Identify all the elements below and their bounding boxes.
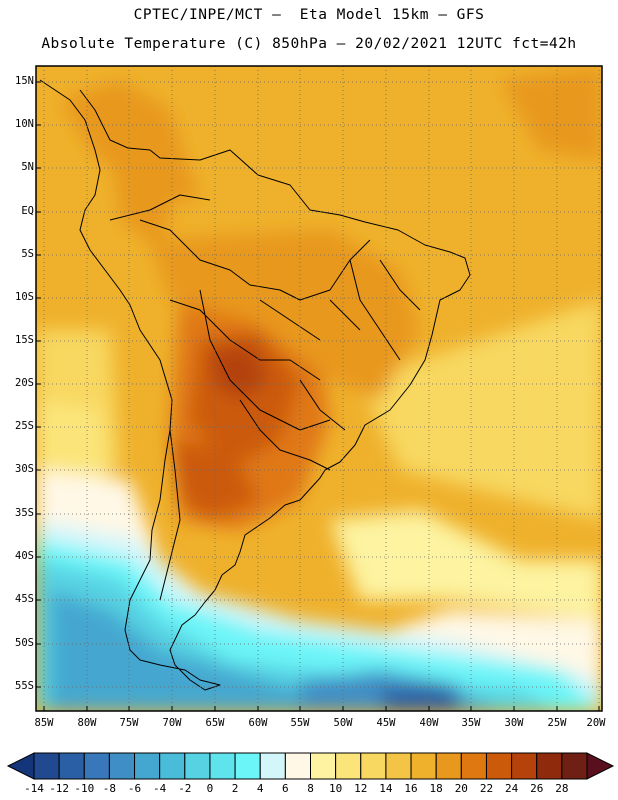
lon-label: 20W — [586, 717, 606, 729]
lon-label: 40W — [419, 717, 439, 729]
colorbar-swatch — [108, 752, 136, 780]
lat-label: 30S — [15, 463, 34, 475]
colorbar-label: 22 — [479, 782, 494, 795]
lat-label: 15S — [15, 334, 34, 346]
colorbar-label: -8 — [102, 782, 117, 795]
colorbar-label: -2 — [178, 782, 192, 795]
colorbar-label: 12 — [354, 782, 368, 795]
colorbar-swatch — [485, 752, 513, 780]
axis-ticks — [36, 81, 600, 711]
lat-label: 45S — [15, 593, 34, 605]
colorbar-swatch — [234, 752, 261, 780]
triangle-right-icon — [586, 752, 615, 780]
lat-label: 50S — [15, 637, 34, 649]
colorbar-swatch — [360, 752, 387, 780]
lon-label: 70W — [162, 717, 182, 729]
lon-label: 55W — [290, 717, 310, 729]
colorbar-label: -14 — [24, 782, 44, 795]
colorbar-label: 4 — [256, 782, 264, 795]
lat-label: 10N — [15, 118, 34, 130]
temperature-field — [36, 66, 602, 711]
coastlines — [39, 79, 471, 691]
colorbar-swatch — [536, 752, 563, 780]
colorbar-label: 16 — [404, 782, 418, 795]
lat-label: 20S — [15, 377, 34, 389]
lon-label: 80W — [77, 717, 97, 729]
chart-title: CPTEC/INPE/MCT – Eta Model 15km – GFS — [133, 7, 485, 23]
lat-label: 40S — [15, 550, 34, 562]
colorbar-label: 24 — [504, 782, 519, 795]
colorbar-label: 14 — [379, 782, 393, 795]
colorbar-swatch — [58, 752, 85, 780]
colorbar-label: -6 — [127, 782, 142, 795]
lat-label: 5N — [21, 161, 34, 173]
colorbar — [33, 752, 588, 780]
colorbar-swatch — [33, 752, 60, 780]
lon-label: 30W — [504, 717, 524, 729]
colorbar-label: 18 — [429, 782, 443, 795]
map-frame — [35, 65, 603, 712]
lon-label: 65W — [205, 717, 225, 729]
colorbar-label: 20 — [454, 782, 468, 795]
colorbar-swatch — [561, 752, 588, 780]
colorbar-swatch — [284, 752, 312, 780]
lon-label: 50W — [333, 717, 353, 729]
colorbar-swatch — [83, 752, 110, 780]
colorbar-swatch — [259, 752, 286, 780]
lon-label: 35W — [461, 717, 481, 729]
colorbar-swatch — [310, 752, 337, 780]
lon-label: 45W — [376, 717, 396, 729]
chart-subtitle: Absolute Temperature (C) 850hPa – 20/02/… — [41, 36, 577, 52]
colorbar-label: 28 — [555, 782, 569, 795]
lon-label: 25W — [547, 717, 567, 729]
colorbar-swatch — [435, 752, 462, 780]
colorbar-swatch — [385, 752, 412, 780]
colorbar-swatch — [209, 752, 236, 780]
lat-label: 15N — [15, 75, 34, 87]
lat-label: 35S — [15, 507, 34, 519]
lat-label: 25S — [15, 420, 34, 432]
lon-label: 85W — [34, 717, 54, 729]
triangle-left-icon — [6, 752, 35, 780]
colorbar-swatch — [335, 752, 362, 780]
lat-label: 5S — [21, 248, 34, 260]
colorbar-label: 8 — [307, 782, 314, 795]
colorbar-label: 10 — [329, 782, 343, 795]
lat-label: 55S — [15, 680, 34, 692]
colorbar-label: -10 — [74, 782, 95, 795]
colorbar-swatch — [159, 752, 186, 780]
colorbar-label: 0 — [206, 782, 214, 795]
colorbar-swatch — [134, 752, 161, 780]
lat-label: 10S — [15, 291, 34, 303]
lat-label: EQ — [21, 205, 34, 217]
colorbar-swatch — [410, 752, 437, 780]
colorbar-label: 2 — [231, 782, 239, 795]
lon-label: 75W — [119, 717, 139, 729]
lon-label: 60W — [248, 717, 268, 729]
colorbar-swatch — [184, 752, 211, 780]
colorbar-label: 6 — [282, 782, 289, 795]
colorbar-swatch — [511, 752, 538, 780]
colorbar-swatch — [460, 752, 487, 780]
colorbar-label: -4 — [153, 782, 167, 795]
colorbar-label: -12 — [49, 782, 70, 795]
colorbar-label: 26 — [530, 782, 544, 795]
